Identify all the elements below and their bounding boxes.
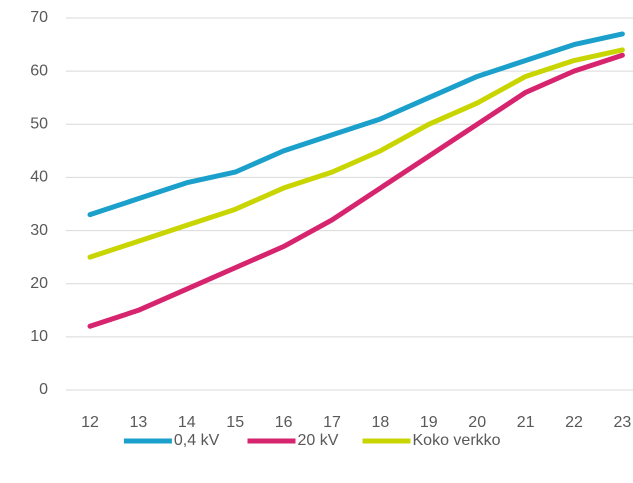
legend-label: Koko verkko (413, 432, 501, 449)
x-tick-label: 23 (614, 414, 632, 431)
x-tick-label: 16 (275, 414, 293, 431)
x-tick-label: 22 (565, 414, 583, 431)
x-tick-label: 18 (372, 414, 390, 431)
y-tick-label: 40 (30, 169, 48, 186)
legend-label: 0,4 kV (174, 432, 220, 449)
x-tick-label: 12 (81, 414, 99, 431)
y-tick-label: 70 (30, 9, 48, 26)
x-tick-label: 15 (226, 414, 244, 431)
y-tick-label: 10 (30, 328, 48, 345)
series-line (87, 31, 625, 218)
x-tick-label: 13 (130, 414, 148, 431)
x-tick-label: 19 (420, 414, 438, 431)
y-tick-label: 60 (30, 62, 48, 79)
y-tick-label: 20 (30, 275, 48, 292)
x-tick-label: 17 (323, 414, 341, 431)
series-line (87, 52, 625, 329)
x-tick-label: 21 (517, 414, 535, 431)
y-tick-label: 0 (39, 381, 48, 398)
x-tick-label: 14 (178, 414, 196, 431)
x-tick-label: 20 (468, 414, 486, 431)
y-tick-label: 50 (30, 116, 48, 133)
y-tick-label: 30 (30, 222, 48, 239)
legend-label: 20 kV (298, 432, 339, 449)
series-line (87, 47, 625, 260)
